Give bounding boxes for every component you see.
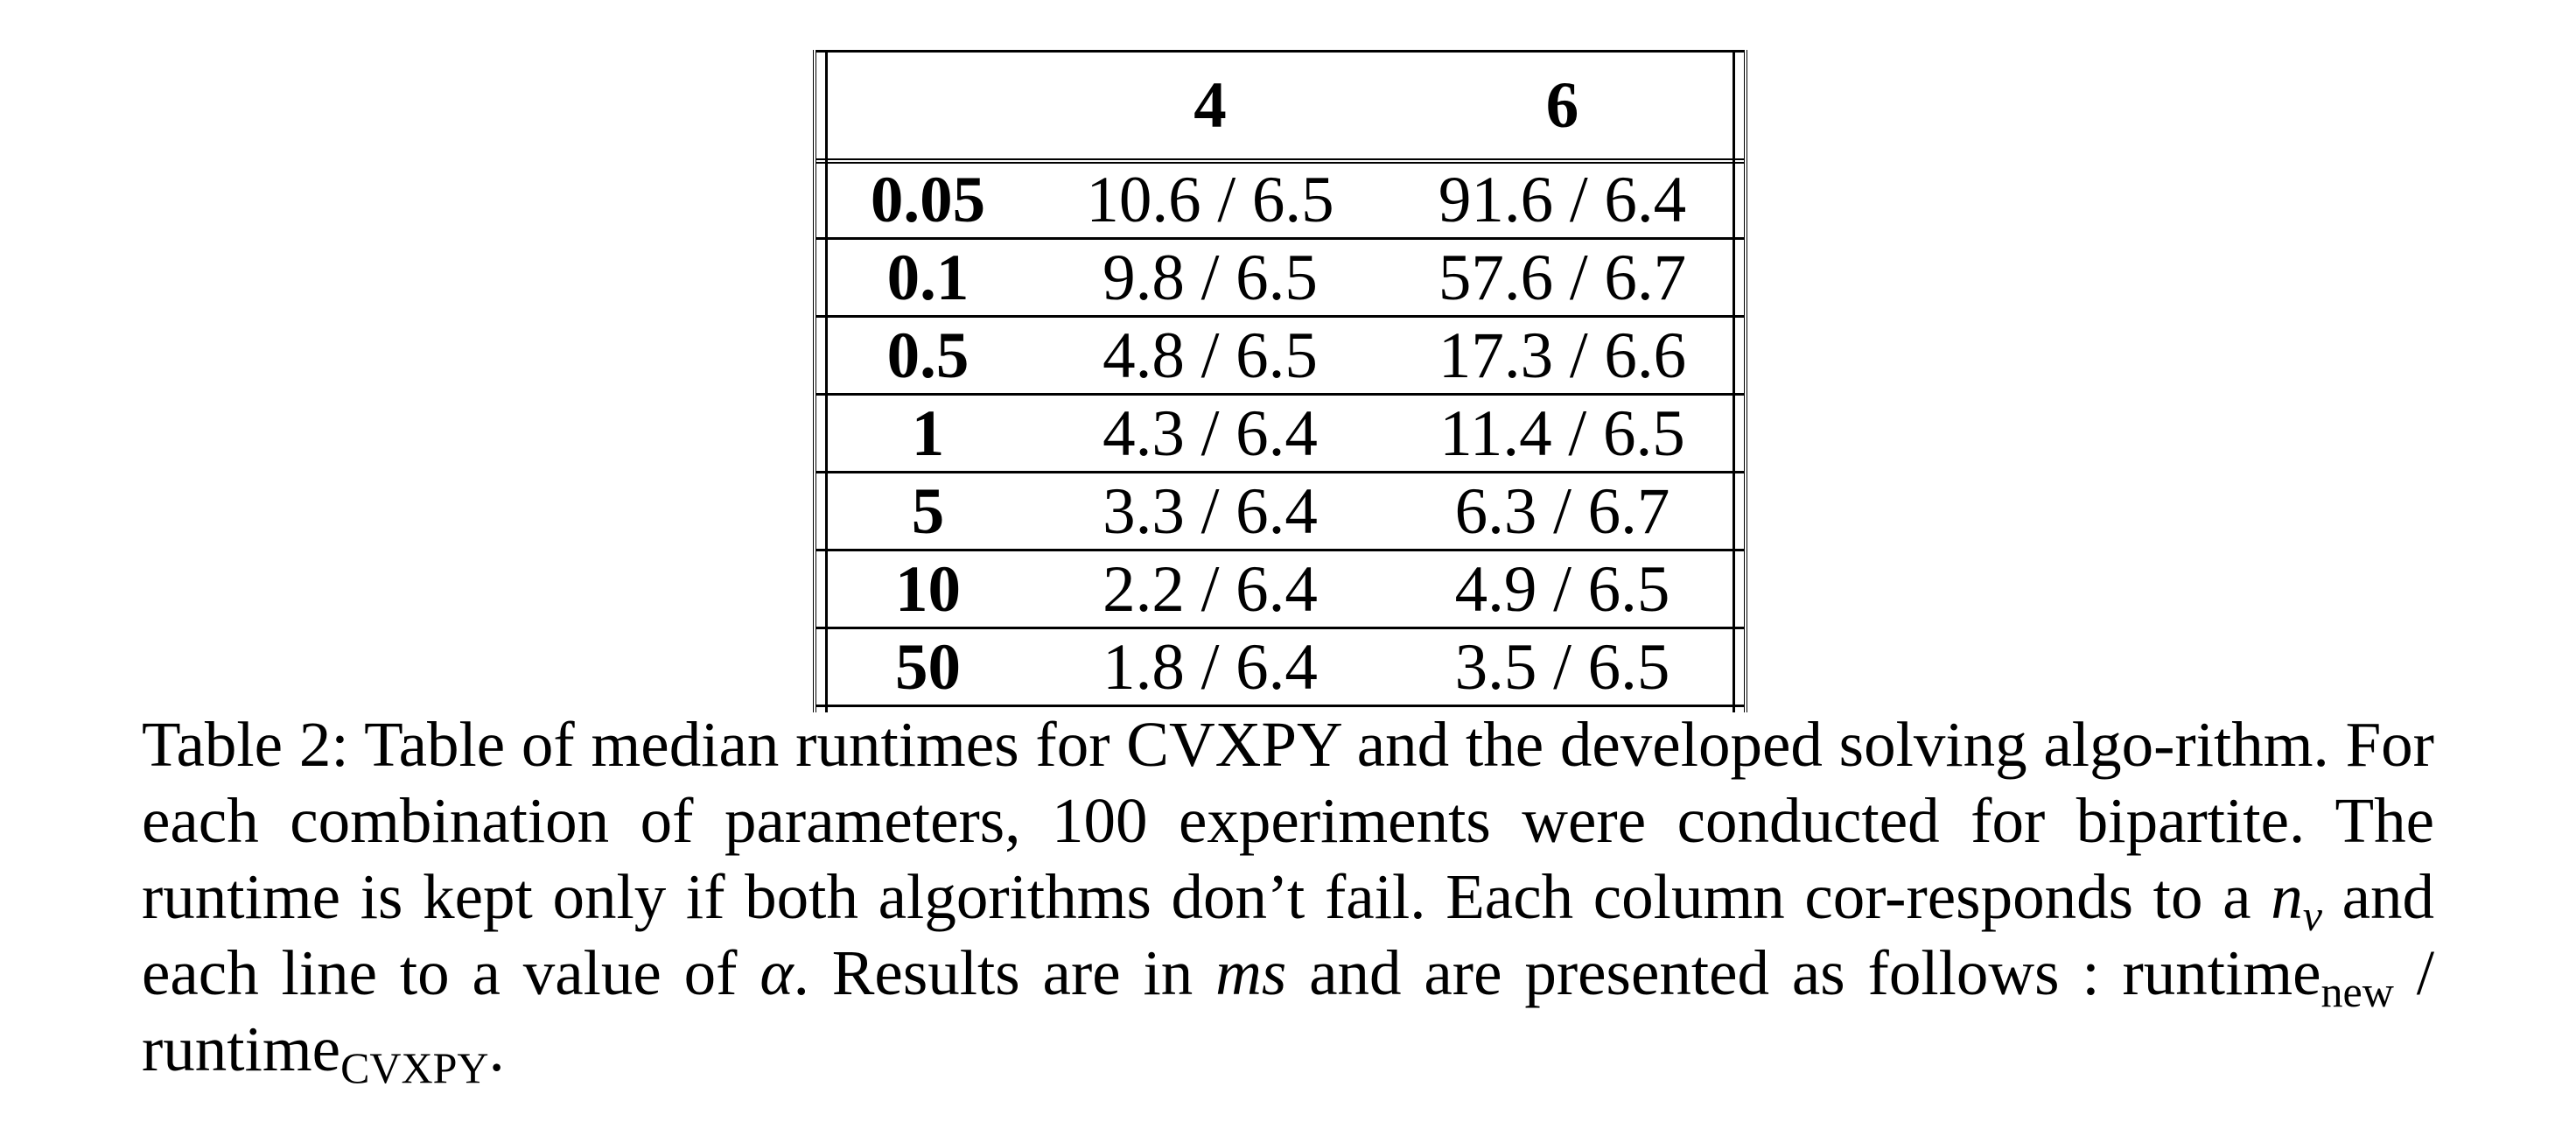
ms-unit: ms: [1215, 937, 1287, 1008]
table-row: 0.5 4.8 / 6.5 17.3 / 6.6: [816, 316, 1744, 395]
table-row: 5 3.3 / 6.4 6.3 / 6.7: [816, 472, 1744, 550]
table-cell: 91.6 / 6.4: [1438, 164, 1687, 237]
row-label: 50: [895, 630, 961, 704]
table-cell: 9.8 / 6.5: [1102, 241, 1318, 314]
table-cell: 3.3 / 6.4: [1102, 474, 1318, 548]
row-label: 1: [911, 396, 945, 470]
table-caption: Table 2: Table of median runtimes for CV…: [142, 706, 2434, 1090]
caption-text: Table 2: Table of median runtimes for CV…: [142, 709, 2434, 932]
row-label: 5: [911, 474, 945, 548]
caption-end: .: [488, 1013, 505, 1084]
alpha-symbol: α: [760, 937, 794, 1008]
nv-subscript: v: [2302, 891, 2322, 940]
caption-text: and each line to a value of: [142, 861, 2434, 1008]
subscript-cvxpy: CVXPY: [340, 1043, 489, 1092]
table-cell: 6.3 / 6.7: [1454, 474, 1670, 548]
table-cell: 4.3 / 6.4: [1102, 396, 1318, 470]
row-label: 0.5: [886, 319, 970, 392]
table-cell: 11.4 / 6.5: [1439, 396, 1685, 470]
table-row: 0.1 9.8 / 6.5 57.6 / 6.7: [816, 238, 1744, 317]
table-cell: 2.2 / 6.4: [1102, 552, 1318, 626]
table-row: 0.05 10.6 / 6.5 91.6 / 6.4: [816, 160, 1744, 239]
caption-text: and are presented as follows : runtime: [1286, 937, 2321, 1008]
table-cell: 57.6 / 6.7: [1438, 241, 1687, 314]
row-label: 0.1: [886, 241, 970, 314]
table-cell: 1.8 / 6.4: [1102, 630, 1318, 704]
header-corner: [816, 52, 1040, 161]
table-cell: 3.5 / 6.5: [1454, 630, 1670, 704]
table-row: 1 4.3 / 6.4 11.4 / 6.5: [816, 394, 1744, 473]
caption-text: . Results are in: [793, 937, 1216, 1008]
table-header-row: 4 6: [816, 51, 1744, 161]
header-col-6: 6: [1545, 68, 1579, 142]
results-table-frame: 4 6 0.05 10.6 / 6.5 91.6 / 6.4 0.1 9.8 /…: [813, 50, 1747, 712]
header-col-4: 4: [1194, 68, 1227, 142]
table-row: 10 2.2 / 6.4 4.9 / 6.5: [816, 550, 1744, 628]
median-runtime-table: 4 6 0.05 10.6 / 6.5 91.6 / 6.4 0.1 9.8 /…: [816, 50, 1744, 707]
nv-base: n: [2271, 861, 2303, 932]
row-label: 0.05: [870, 164, 986, 237]
table-cell: 17.3 / 6.6: [1438, 319, 1687, 392]
caption-separator: / runtime: [142, 937, 2434, 1084]
table-cell: 10.6 / 6.5: [1086, 164, 1334, 237]
table-cell: 4.9 / 6.5: [1454, 552, 1670, 626]
subscript-new: new: [2320, 967, 2394, 1016]
nv-symbol: nv: [2271, 861, 2322, 937]
table-row: 50 1.8 / 6.4 3.5 / 6.5: [816, 628, 1744, 706]
table-cell: 4.8 / 6.5: [1102, 319, 1318, 392]
row-label: 10: [895, 552, 961, 626]
